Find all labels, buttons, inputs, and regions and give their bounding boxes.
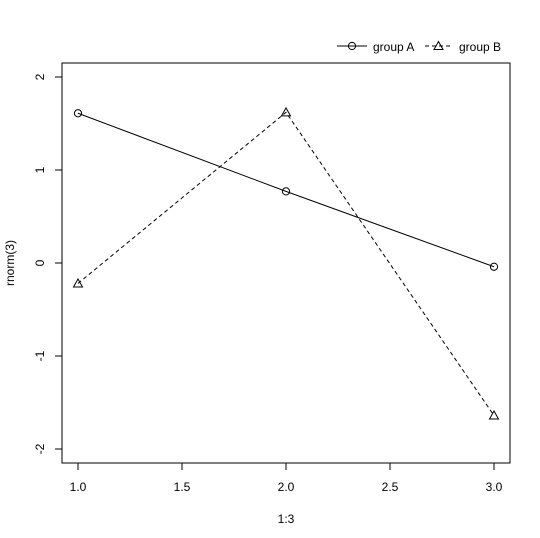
data-point-group-b — [280, 106, 292, 117]
y-tick-label: 0 — [33, 259, 47, 266]
y-tick-label: 1 — [33, 166, 47, 173]
legend: group A group B — [337, 40, 501, 54]
legend-marker-group-a — [347, 41, 357, 51]
data-point-group-a — [73, 109, 83, 118]
y-tick-label: 2 — [33, 73, 47, 80]
plot-area — [61, 62, 511, 464]
y-tick-label: -2 — [33, 443, 47, 454]
x-tick-label: 1.0 — [70, 480, 87, 494]
series-line-group-a — [77, 112, 495, 268]
y-axis: -2 -1 0 1 2 — [33, 73, 63, 454]
y-axis-label: rnorm(3) — [3, 240, 17, 286]
series-layer — [72, 106, 500, 420]
series-line-group-b — [77, 111, 495, 416]
data-point-group-a — [281, 187, 291, 196]
x-tick-label: 2.0 — [278, 480, 295, 494]
data-point-group-b — [488, 410, 500, 420]
x-tick-label: 1.5 — [174, 480, 191, 494]
x-tick-label: 2.5 — [382, 480, 399, 494]
x-axis-label: 1:3 — [278, 512, 295, 526]
legend-label-group-a: group A — [373, 40, 414, 54]
legend-label-group-b: group B — [459, 40, 501, 54]
x-axis: 1.0 1.5 2.0 2.5 3.0 — [70, 462, 503, 494]
x-tick-label: 3.0 — [486, 480, 503, 494]
data-point-group-a — [489, 262, 499, 271]
legend-marker-group-b — [433, 40, 444, 50]
data-point-group-b — [72, 277, 84, 288]
y-tick-label: -1 — [33, 350, 47, 361]
